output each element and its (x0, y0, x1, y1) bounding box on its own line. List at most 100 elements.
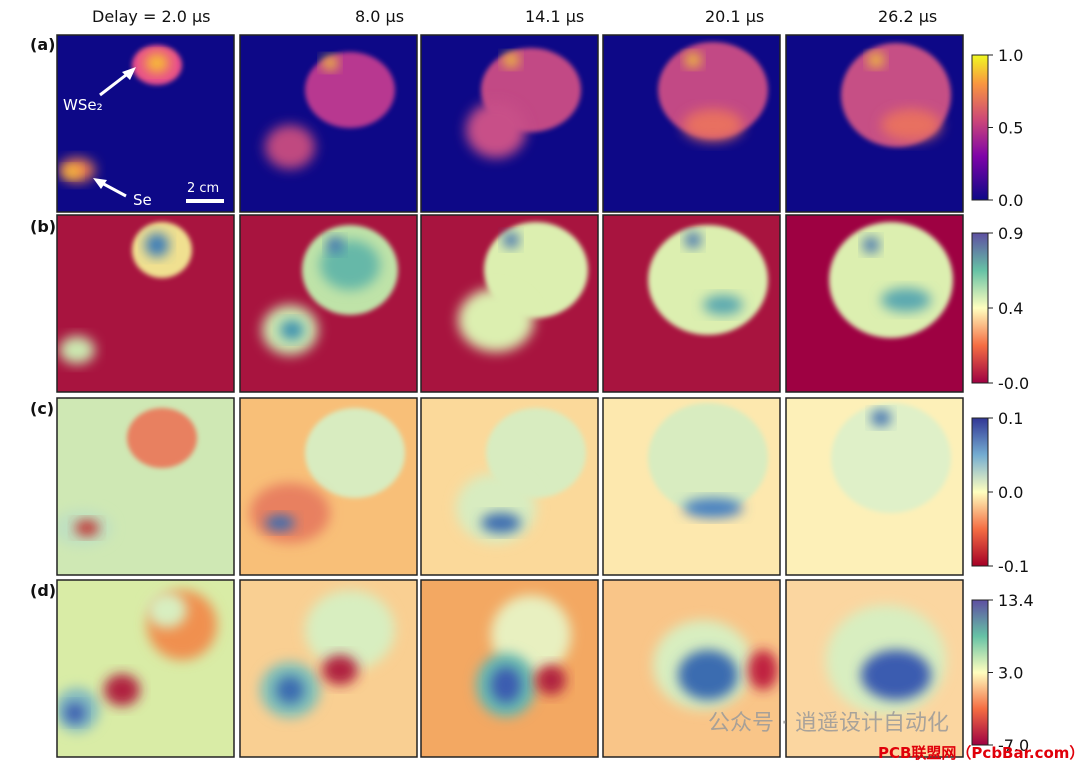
panel-frame (420, 34, 599, 213)
colorbar (971, 54, 989, 201)
arrow (99, 70, 131, 97)
panel-frame (785, 579, 964, 758)
blob (491, 667, 521, 703)
colorbar-tick-label: 0.0 (998, 191, 1023, 210)
panel-frame (420, 214, 599, 393)
blob (658, 42, 768, 138)
blob (127, 408, 197, 468)
blob (481, 513, 521, 533)
blob (648, 403, 768, 513)
blob (145, 233, 169, 257)
colorbar-tick-label: -0.0 (998, 374, 1029, 393)
blob (466, 102, 526, 158)
image-panel (57, 35, 234, 212)
blob (250, 483, 330, 543)
panel-frame (239, 34, 418, 213)
blob (871, 410, 891, 426)
blob (276, 676, 304, 704)
row-label: (a) (30, 35, 55, 54)
panel-frame (56, 579, 235, 758)
image-panel (421, 398, 598, 575)
colorbar-tick-label: 0.0 (998, 483, 1023, 502)
blob (486, 408, 586, 498)
blob (683, 109, 743, 141)
panel-frame (420, 397, 599, 576)
image-panel (603, 35, 780, 212)
blob (683, 498, 743, 518)
column-header: 26.2 μs (878, 7, 937, 26)
panel-frame (56, 397, 235, 576)
image-panel (603, 215, 780, 392)
se-label: Se (133, 191, 152, 209)
blob (685, 232, 701, 248)
image-panel (786, 215, 963, 392)
colorbar-tick-label: 0.1 (998, 409, 1023, 428)
colorbar (971, 232, 989, 384)
image-panel (240, 580, 417, 757)
panel-frame (785, 214, 964, 393)
scale-bar (186, 199, 224, 203)
colorbar-tick-label: 1.0 (998, 46, 1023, 65)
panel-frame (602, 579, 781, 758)
blob (881, 288, 931, 312)
panel-frame (239, 397, 418, 576)
blob (503, 232, 519, 248)
blob (831, 403, 951, 513)
panel-frame (56, 34, 235, 213)
column-header: 20.1 μs (705, 7, 764, 26)
colorbar (971, 417, 989, 567)
panel-frame (602, 397, 781, 576)
image-panel (421, 580, 598, 757)
blob (265, 515, 295, 531)
blob (280, 320, 304, 340)
colorbars: 1.0 0.5 0.0 0.9 0.4 -0.0 0.1 0.0 -0.1 13.4 3.0 -7.0 (971, 46, 1034, 755)
blob (829, 222, 953, 338)
blob (678, 650, 738, 700)
colorbar (971, 599, 989, 746)
image-panel (240, 215, 417, 392)
blob (75, 520, 99, 536)
blob (458, 288, 534, 352)
image-panel (786, 398, 963, 575)
image-panel (57, 215, 234, 392)
scale-bar-label: 2 cm (187, 181, 219, 196)
blob (145, 53, 169, 73)
blob (881, 109, 941, 141)
panel-frame (56, 214, 235, 393)
panel-frame (602, 34, 781, 213)
annotations: WSe₂ Se 2 cm (63, 67, 224, 209)
column-header: 8.0 μs (355, 7, 404, 26)
panel-frame (785, 34, 964, 213)
blob (322, 56, 338, 70)
blob (305, 52, 395, 128)
watermark-site: PCB联盟网（PcbBar.com） (878, 744, 1080, 762)
image-panel (603, 398, 780, 575)
colorbar-tick-label: 3.0 (998, 664, 1023, 683)
column-header: Delay = 2.0 μs (92, 7, 211, 26)
blob (104, 674, 140, 706)
blob (327, 237, 343, 253)
panel-frame (239, 579, 418, 758)
image-panel (421, 215, 598, 392)
column-header: 14.1 μs (525, 7, 584, 26)
blob (322, 655, 358, 685)
image-panel (240, 398, 417, 575)
panels (56, 34, 964, 758)
arrow (99, 180, 127, 198)
watermark: 公众号 · 逍遥设计自动化 (708, 711, 949, 736)
image-panel (603, 580, 780, 757)
blob (648, 225, 768, 335)
image-panel (240, 35, 417, 212)
blob (503, 53, 519, 67)
blob (685, 53, 701, 67)
blob (536, 665, 566, 695)
arrowhead (93, 178, 107, 189)
image-panel (57, 398, 234, 575)
panel-frame (239, 214, 418, 393)
blob (59, 336, 95, 364)
wse2-label: WSe₂ (63, 96, 103, 114)
row-label: (d) (30, 581, 56, 600)
image-panel (786, 580, 963, 757)
panel-frame (420, 579, 599, 758)
